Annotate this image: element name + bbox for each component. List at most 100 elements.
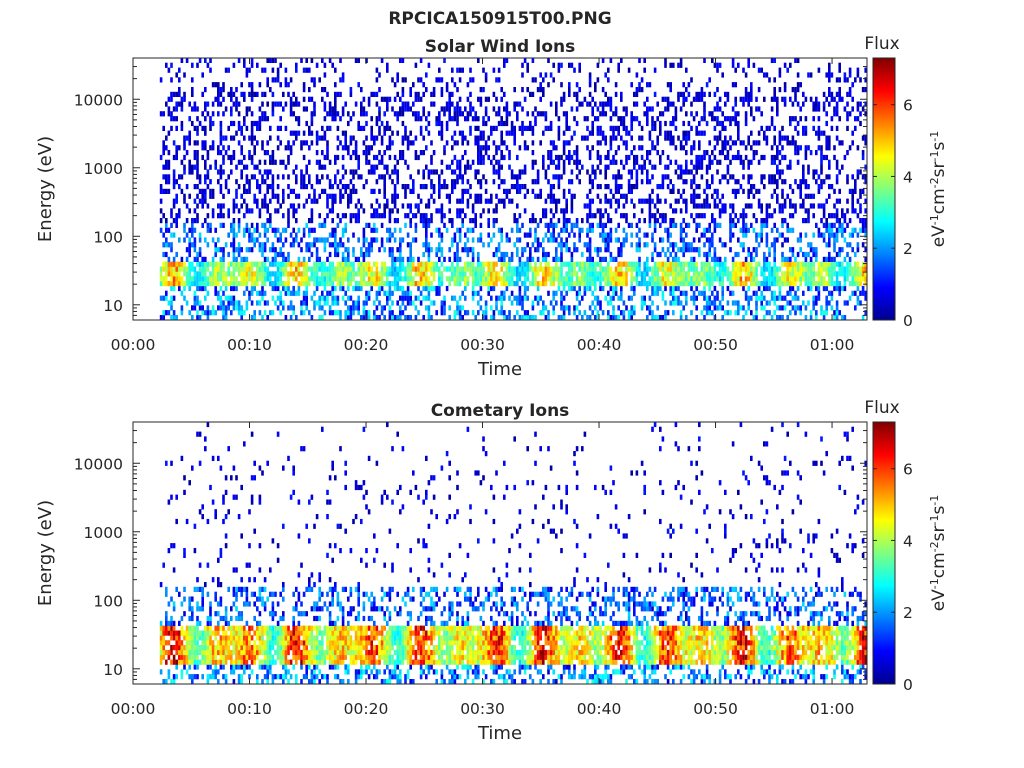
- spectrogram-cell: [456, 87, 459, 93]
- spectrogram-cell: [336, 135, 340, 141]
- spectrogram-cell: [474, 218, 477, 224]
- spectrogram-cell: [193, 256, 197, 262]
- spectrogram-cell: [653, 164, 657, 170]
- spectrogram-cell: [607, 184, 610, 190]
- spectrogram-cell: [448, 91, 451, 97]
- spectrogram-cell: [596, 271, 600, 277]
- spectrogram-cell: [430, 281, 433, 287]
- spectrogram-cell: [747, 174, 750, 180]
- spectrogram-cell: [547, 222, 550, 228]
- spectrogram-cell: [178, 285, 181, 292]
- spectrogram-cell: [193, 271, 197, 277]
- spectrogram-cell: [321, 295, 324, 301]
- spectrogram-cell: [227, 305, 230, 311]
- spectrogram-cell: [653, 213, 657, 219]
- spectrogram-cell: [555, 251, 558, 258]
- spectrogram-cell: [549, 72, 553, 78]
- spectrogram-cell: [269, 310, 272, 316]
- spectrogram-cell: [383, 150, 386, 156]
- spectrogram-cell: [781, 218, 784, 224]
- spectrogram-cell: [560, 315, 563, 321]
- spectrogram-cell: [666, 237, 670, 243]
- spectrogram-cell: [773, 179, 776, 185]
- spectrogram-cell: [648, 198, 652, 204]
- spectrogram-cell: [588, 285, 592, 292]
- spectrogram-cell: [357, 256, 360, 262]
- spectrogram-cell: [518, 184, 522, 190]
- spectrogram-cell: [258, 159, 262, 165]
- spectrogram-cell: [178, 208, 181, 214]
- spectrogram-cell: [256, 261, 259, 267]
- spectrogram-cell: [165, 295, 168, 301]
- spectrogram-cell: [279, 116, 282, 122]
- spectrogram-cell: [760, 218, 763, 224]
- spectrogram-cell: [482, 208, 485, 214]
- spectrogram-cell: [287, 208, 290, 214]
- spectrogram-cell: [666, 82, 670, 88]
- spectrogram-cell: [755, 140, 758, 146]
- spectrogram-cell: [661, 111, 665, 117]
- spectrogram-cell: [172, 184, 176, 190]
- spectrogram-cell: [321, 222, 324, 228]
- spectrogram-cell: [768, 285, 771, 292]
- spectrogram-cell: [388, 315, 392, 321]
- spectrogram-cell: [217, 87, 220, 93]
- spectrogram-cell: [282, 213, 285, 219]
- spectrogram-cell: [721, 140, 724, 146]
- spectrogram-cell: [716, 67, 719, 73]
- spectrogram-cell: [370, 145, 373, 151]
- spectrogram-cell: [469, 164, 472, 170]
- spectrogram-cell: [193, 106, 197, 112]
- spectrogram-cell: [560, 174, 563, 180]
- spectrogram-cell: [196, 154, 199, 161]
- spectrogram-cell: [315, 237, 319, 243]
- spectrogram-cell: [737, 271, 740, 277]
- spectrogram-cell: [458, 111, 462, 117]
- spectrogram-cell: [214, 159, 217, 165]
- spectrogram-cell: [781, 251, 784, 258]
- spectrogram-cell: [573, 116, 576, 122]
- spectrogram-cell: [474, 140, 477, 146]
- spectrogram-cell: [513, 281, 516, 287]
- spectrogram-cell: [326, 125, 329, 131]
- spectrogram-cell: [523, 208, 527, 214]
- spectrogram-cell: [703, 188, 706, 194]
- spectrogram-cell: [302, 174, 306, 180]
- spectrogram-cell: [729, 310, 732, 316]
- spectrogram-cell: [591, 300, 594, 306]
- spectrogram-cell: [458, 67, 462, 73]
- spectrogram-cell: [315, 130, 319, 136]
- spectrogram-cell: [635, 101, 639, 107]
- spectrogram-cell: [344, 315, 347, 321]
- spectrogram-cell: [188, 135, 191, 141]
- spectrogram-cell: [763, 281, 766, 287]
- spectrogram-cell: [677, 281, 680, 287]
- spectrogram-cell: [627, 154, 631, 161]
- spectrogram-cell: [386, 106, 389, 112]
- spectrogram-cell: [425, 285, 428, 292]
- spectrogram-cell: [422, 276, 425, 282]
- spectrogram-cell: [731, 276, 735, 282]
- spectrogram-cell: [466, 140, 470, 146]
- spectrogram-cell: [685, 290, 688, 296]
- spectrogram-cell: [438, 290, 441, 296]
- spectrogram-cell: [289, 300, 293, 306]
- spectrogram-cell: [729, 145, 732, 151]
- spectrogram-cell: [591, 106, 594, 112]
- spectrogram-cell: [198, 232, 202, 238]
- spectrogram-cell: [271, 77, 275, 83]
- spectrogram-cell: [388, 213, 392, 219]
- spectrogram-cell: [778, 290, 782, 296]
- spectrogram-cell: [744, 154, 748, 161]
- spectrogram-cell: [747, 91, 750, 97]
- spectrogram-cell: [617, 251, 620, 258]
- spectrogram-cell: [399, 96, 402, 102]
- spectrogram-cell: [622, 281, 626, 287]
- spectrogram-cell: [432, 276, 436, 282]
- spectrogram-cell: [419, 218, 423, 224]
- spectrogram-cell: [276, 266, 280, 272]
- spectrogram-cell: [357, 213, 360, 219]
- spectrogram-cell: [526, 242, 529, 248]
- spectrogram-cell: [357, 159, 360, 165]
- spectrogram-cell: [713, 300, 717, 306]
